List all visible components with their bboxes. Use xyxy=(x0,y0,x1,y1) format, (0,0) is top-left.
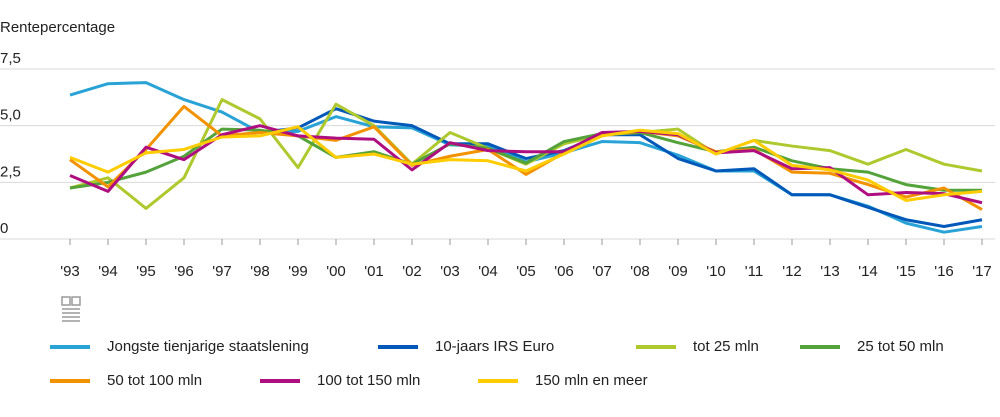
series-line xyxy=(69,124,983,205)
x-tick-label: '10 xyxy=(706,263,726,280)
x-tick-label: '97 xyxy=(212,263,232,280)
y-tick-label: 2,5 xyxy=(0,163,21,180)
x-tick-label: '16 xyxy=(934,263,954,280)
legend-label: 150 mln en meer xyxy=(535,372,648,389)
y-tick-label: 7,5 xyxy=(0,50,21,67)
x-tick-label: '00 xyxy=(326,263,346,280)
x-tick-label: '17 xyxy=(972,263,992,280)
series-line xyxy=(69,125,983,202)
x-tick-label: '03 xyxy=(440,263,460,280)
x-tick-label: '01 xyxy=(364,263,384,280)
legend-label: Jongste tienjarige staatslening xyxy=(107,338,309,355)
x-tick-label: '99 xyxy=(288,263,308,280)
x-tick-label: '96 xyxy=(174,263,194,280)
x-tick-label: '94 xyxy=(98,263,118,280)
x-tick-label: '06 xyxy=(554,263,574,280)
x-tick-label: '15 xyxy=(896,263,916,280)
x-tick-label: '12 xyxy=(782,263,802,280)
x-tick-label: '08 xyxy=(630,263,650,280)
y-tick-label: 0 xyxy=(0,220,8,237)
x-tick-label: '98 xyxy=(250,263,270,280)
y-axis-title: Rentepercentage xyxy=(0,19,115,36)
legend-label: 25 tot 50 mln xyxy=(857,338,944,355)
x-tick-label: '13 xyxy=(820,263,840,280)
series-line xyxy=(69,98,983,210)
x-tick-label: '05 xyxy=(516,263,536,280)
logo xyxy=(61,296,81,322)
legend-label: tot 25 mln xyxy=(693,338,759,355)
x-tick-label: '11 xyxy=(745,263,763,280)
x-tick-label: '04 xyxy=(478,263,498,280)
x-tick-label: '14 xyxy=(858,263,878,280)
x-tick-label: '93 xyxy=(60,263,80,280)
y-tick-label: 5,0 xyxy=(0,107,21,124)
legend-label: 10-jaars IRS Euro xyxy=(435,338,554,355)
x-tick-label: '02 xyxy=(402,263,422,280)
legend-label: 100 tot 150 mln xyxy=(317,372,420,389)
x-tick-label: '09 xyxy=(668,263,688,280)
x-tick-label: '07 xyxy=(592,263,612,280)
legend-label: 50 tot 100 mln xyxy=(107,372,202,389)
x-tick-label: '95 xyxy=(136,263,156,280)
